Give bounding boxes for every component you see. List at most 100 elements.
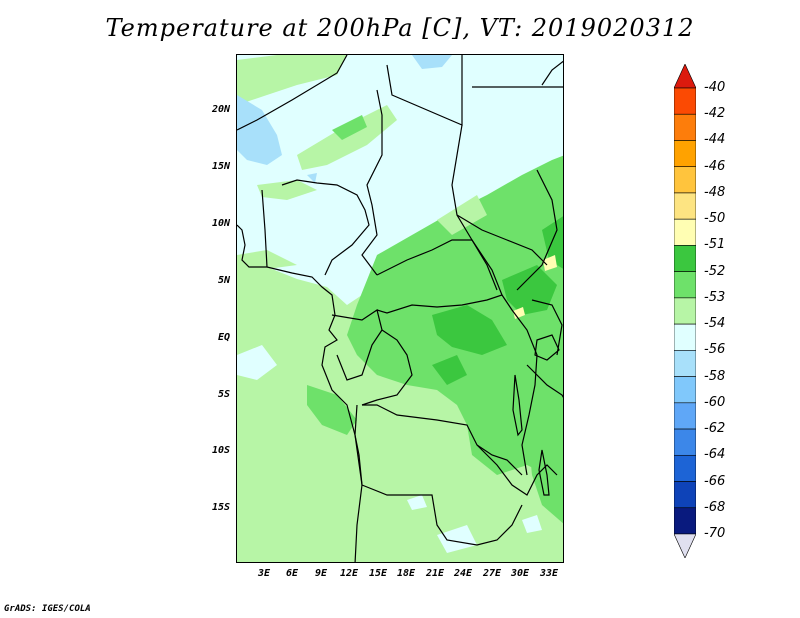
border-zambia <box>476 444 558 496</box>
border-congo-drc <box>361 329 413 406</box>
colorbar-label: -52 <box>704 263 726 279</box>
colorbar-box <box>674 245 696 272</box>
map-panel[interactable] <box>236 54 564 563</box>
colorbar-arrow-top <box>674 64 696 89</box>
colorbar-label: -64 <box>704 447 726 463</box>
colorbar-box <box>674 87 696 115</box>
coast-east <box>541 60 563 86</box>
shade-hole-4 <box>437 525 477 553</box>
border-benin <box>261 189 268 268</box>
colorbar-arrow-bottom <box>674 533 696 558</box>
lon-label-27e: 27E <box>482 568 502 579</box>
lon-label-12e: 12E <box>339 568 359 579</box>
border-nigeria <box>281 179 370 276</box>
border-uganda-kenya <box>531 299 563 356</box>
shade-north-5 <box>332 115 367 140</box>
shade-patch-4 <box>432 355 467 385</box>
shade-region-west <box>307 385 357 435</box>
colorbar-label: -60 <box>704 394 726 410</box>
shade-hole-2 <box>522 515 542 533</box>
colorbar-segments <box>674 64 696 558</box>
border-drc-south <box>362 404 523 476</box>
border-angola <box>354 404 523 546</box>
shade-north-3 <box>257 180 317 200</box>
colorbar-label: -66 <box>704 473 726 489</box>
colorbar-box <box>674 402 696 430</box>
shade-north-2 <box>297 105 397 170</box>
lat-label-eq: EQ <box>217 332 230 343</box>
lat-label-10s: 10S <box>211 445 230 456</box>
lat-label-5n: 5N <box>217 275 230 286</box>
colorbar-box <box>674 428 696 456</box>
colorbar-box <box>674 376 696 404</box>
colorbar-label: -42 <box>704 106 726 122</box>
colorbar-label: -58 <box>704 368 726 384</box>
border-drc-east <box>501 294 538 476</box>
colorbar-label: -53 <box>704 289 726 305</box>
shade-hole-1 <box>407 495 427 510</box>
border-niger-chad <box>361 89 383 276</box>
border-sahara <box>237 55 348 131</box>
lon-label-3e: 3E <box>257 568 271 579</box>
shade-patch-1 <box>432 305 507 355</box>
lon-label-15e: 15E <box>368 568 388 579</box>
shading-layer <box>237 55 563 562</box>
colorbar-box <box>674 454 696 482</box>
lon-label-33e: 33E <box>539 568 559 579</box>
colorbar-box <box>674 140 696 168</box>
colorbar-box <box>674 297 696 325</box>
lon-label-18e: 18E <box>396 568 416 579</box>
boundaries-layer <box>237 55 563 562</box>
border-cameroon-gabon <box>331 309 383 381</box>
colorbar-label: -50 <box>704 211 726 227</box>
colorbar-box <box>674 350 696 377</box>
colorbar-label: -56 <box>704 342 726 358</box>
lake-tanganyika <box>512 374 523 437</box>
border-tanzania <box>526 364 563 398</box>
border-ssudan <box>456 214 548 266</box>
map-title: Temperature at 200hPa [C], VT: 201902031… <box>105 14 695 42</box>
lon-label-21e: 21E <box>425 568 445 579</box>
colorbar-label: -46 <box>704 158 726 174</box>
shade-north-1 <box>237 55 347 105</box>
lat-label-5s: 5S <box>217 389 230 400</box>
lat-label-15n: 15N <box>211 161 230 172</box>
lake-malawi <box>538 449 550 496</box>
shade-hole-3 <box>237 345 277 380</box>
colorbar <box>674 64 696 558</box>
colorbar-box <box>674 271 696 299</box>
colorbar-label: -51 <box>704 237 726 253</box>
lat-label-20n: 20N <box>211 104 230 115</box>
lon-label-9e: 9E <box>314 568 328 579</box>
lat-label-15s: 15S <box>211 502 230 513</box>
colorbar-box <box>674 192 696 220</box>
border-libya-chad <box>386 55 463 126</box>
shade-patch-3 <box>542 216 563 269</box>
border-sudan-ethiopia <box>516 169 558 291</box>
colorbar-label: -40 <box>704 80 726 95</box>
colorbar-label: -70 <box>704 526 726 541</box>
shade-north-6 <box>437 195 487 235</box>
lon-label-30e: 30E <box>510 568 530 579</box>
lon-label-6e: 6E <box>285 568 299 579</box>
lat-label-10n: 10N <box>211 218 230 229</box>
grads-credit: GrADS: IGES/COLA <box>4 604 91 614</box>
shade-blue-2 <box>412 55 452 69</box>
colorbar-label: -48 <box>704 184 726 200</box>
colorbar-box <box>674 218 696 246</box>
colorbar-box <box>674 507 696 535</box>
lake-victoria <box>534 334 560 361</box>
colorbar-label: -54 <box>704 316 726 332</box>
shade-blue-1 <box>237 95 282 165</box>
colorbar-label: -44 <box>704 132 726 148</box>
shade-patch-yellow-1 <box>543 255 557 271</box>
temperature-field-map <box>237 55 563 562</box>
colorbar-label: -62 <box>704 421 726 437</box>
colorbar-box <box>674 323 696 351</box>
lon-label-24e: 24E <box>453 568 473 579</box>
colorbar-box <box>674 113 696 141</box>
colorbar-box <box>674 166 696 194</box>
colorbar-label: -68 <box>704 499 726 515</box>
shade-blue-3 <box>307 173 317 183</box>
colorbar-box <box>674 481 696 509</box>
